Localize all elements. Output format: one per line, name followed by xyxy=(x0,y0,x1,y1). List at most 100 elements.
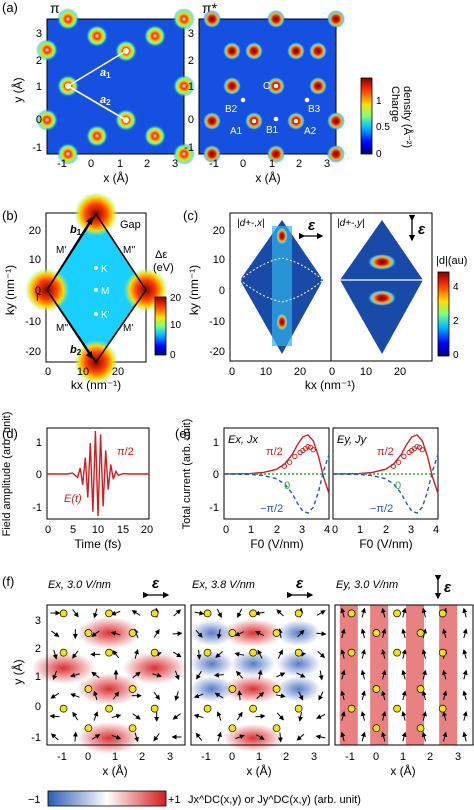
svg-text:4: 4 xyxy=(433,524,439,536)
atom-marker xyxy=(128,724,137,733)
atom-marker xyxy=(203,704,212,713)
current-arrow xyxy=(381,690,386,701)
current-arrow xyxy=(401,649,407,659)
atom-marker xyxy=(84,724,93,733)
point-m-double-prime: M'' xyxy=(56,323,68,334)
svg-text:2: 2 xyxy=(144,158,150,170)
svg-text:0: 0 xyxy=(219,285,225,297)
lattice-vectors xyxy=(67,50,127,121)
current-arrow xyxy=(196,649,202,660)
current-arrow xyxy=(193,693,204,699)
current-arrow xyxy=(361,690,366,701)
density-peak xyxy=(57,8,79,30)
svg-text:0: 0 xyxy=(213,469,219,481)
current-arrow xyxy=(296,672,306,678)
data-point xyxy=(310,447,316,453)
current-arrow xyxy=(340,731,346,742)
current-arrow xyxy=(195,732,203,741)
panel-d-phase-label: π/2 xyxy=(117,446,134,458)
vector-a1: a1 xyxy=(100,67,111,80)
current-arrow xyxy=(421,690,427,701)
atom-marker xyxy=(150,704,159,713)
svg-text:1: 1 xyxy=(36,437,42,449)
current-arrow xyxy=(173,609,182,617)
panel-c-x-ticks: 0 10 20 0 10 20 xyxy=(229,366,406,378)
panel-e-left-title: Ex, Jx xyxy=(228,434,258,446)
current-arrow xyxy=(401,711,407,721)
density-peak xyxy=(86,25,108,47)
panel-f-field-3: ε xyxy=(444,579,452,596)
svg-text:2: 2 xyxy=(35,643,41,655)
atom-marker xyxy=(438,704,447,713)
atom-marker xyxy=(372,629,381,637)
current-arrow xyxy=(340,690,346,701)
current-arrow xyxy=(276,672,286,678)
panel-e-right-chart xyxy=(332,434,439,514)
svg-text:2: 2 xyxy=(274,524,280,536)
svg-text:1: 1 xyxy=(188,81,194,93)
svg-text:-20: -20 xyxy=(25,346,41,358)
current-arrow xyxy=(174,691,180,701)
map-frame xyxy=(190,604,330,746)
current-arrow xyxy=(422,669,427,680)
panel-a-left-y-ticks: 3 2 1 0 -1 xyxy=(32,28,42,154)
panel-c-left-title: |d+-,x| xyxy=(237,218,265,229)
svg-text:0: 0 xyxy=(329,366,335,378)
atom-marker xyxy=(59,609,68,618)
svg-text:2: 2 xyxy=(383,524,389,536)
current-arrow xyxy=(462,690,468,701)
current-arrow xyxy=(276,609,284,617)
current-arrow xyxy=(277,732,283,743)
point-m-prime: M' xyxy=(123,323,133,334)
svg-text:5: 5 xyxy=(70,524,76,536)
current-lobe xyxy=(276,676,321,702)
current-lobe xyxy=(77,722,142,754)
svg-text:10: 10 xyxy=(213,254,225,266)
svg-text:1: 1 xyxy=(357,524,363,536)
current-arrow xyxy=(257,649,263,659)
density-peak xyxy=(86,125,108,147)
svg-text:3: 3 xyxy=(35,615,41,627)
current-arrow xyxy=(462,607,468,618)
current-arrow xyxy=(381,628,387,639)
current-arrow xyxy=(152,672,162,678)
current-arrow xyxy=(51,630,60,637)
panel-c-ylabel: ky (nm⁻¹) xyxy=(187,265,201,315)
density-peak xyxy=(267,10,285,28)
atom-marker xyxy=(228,685,237,693)
atom-marker xyxy=(294,704,303,713)
point-gamma: Γ xyxy=(36,293,42,304)
data-point xyxy=(395,459,402,465)
panel-e-ylabel: Total current (arb. unit) xyxy=(181,419,193,530)
current-arrow xyxy=(360,669,366,680)
density-peak xyxy=(245,42,263,60)
panel-c-colorbar-ticks: 4 2 0 xyxy=(453,282,459,361)
panel-f-maps xyxy=(31,604,474,754)
current-arrow xyxy=(195,629,203,638)
atom-marker xyxy=(372,724,381,733)
svg-text:10: 10 xyxy=(77,366,89,378)
panel-e-y-ticks: 1 0 -1 xyxy=(209,437,219,514)
atom-marker xyxy=(84,629,93,637)
svg-text:20: 20 xyxy=(394,366,406,378)
atom-marker xyxy=(123,48,129,54)
atom-marker xyxy=(347,704,356,713)
atom-marker xyxy=(249,609,257,618)
map-frame xyxy=(334,604,474,746)
current-arrow xyxy=(340,607,346,618)
atom-marker xyxy=(105,609,113,618)
svg-text:20: 20 xyxy=(112,366,124,378)
current-arrow xyxy=(297,629,305,638)
svg-text:1: 1 xyxy=(213,437,219,449)
svg-text:3: 3 xyxy=(455,751,461,763)
panel-a-right-map xyxy=(198,10,345,163)
density-peak xyxy=(173,143,195,165)
panel-c-label: (c) xyxy=(183,208,198,223)
site-label-b1: B1 xyxy=(266,125,279,136)
current-arrow xyxy=(275,693,286,699)
current-arrow xyxy=(93,690,98,701)
panel-c-right-title: |d+-,y| xyxy=(337,218,365,229)
svg-text:20: 20 xyxy=(294,366,306,378)
current-arrow xyxy=(361,731,366,742)
current-arrow xyxy=(401,628,407,639)
